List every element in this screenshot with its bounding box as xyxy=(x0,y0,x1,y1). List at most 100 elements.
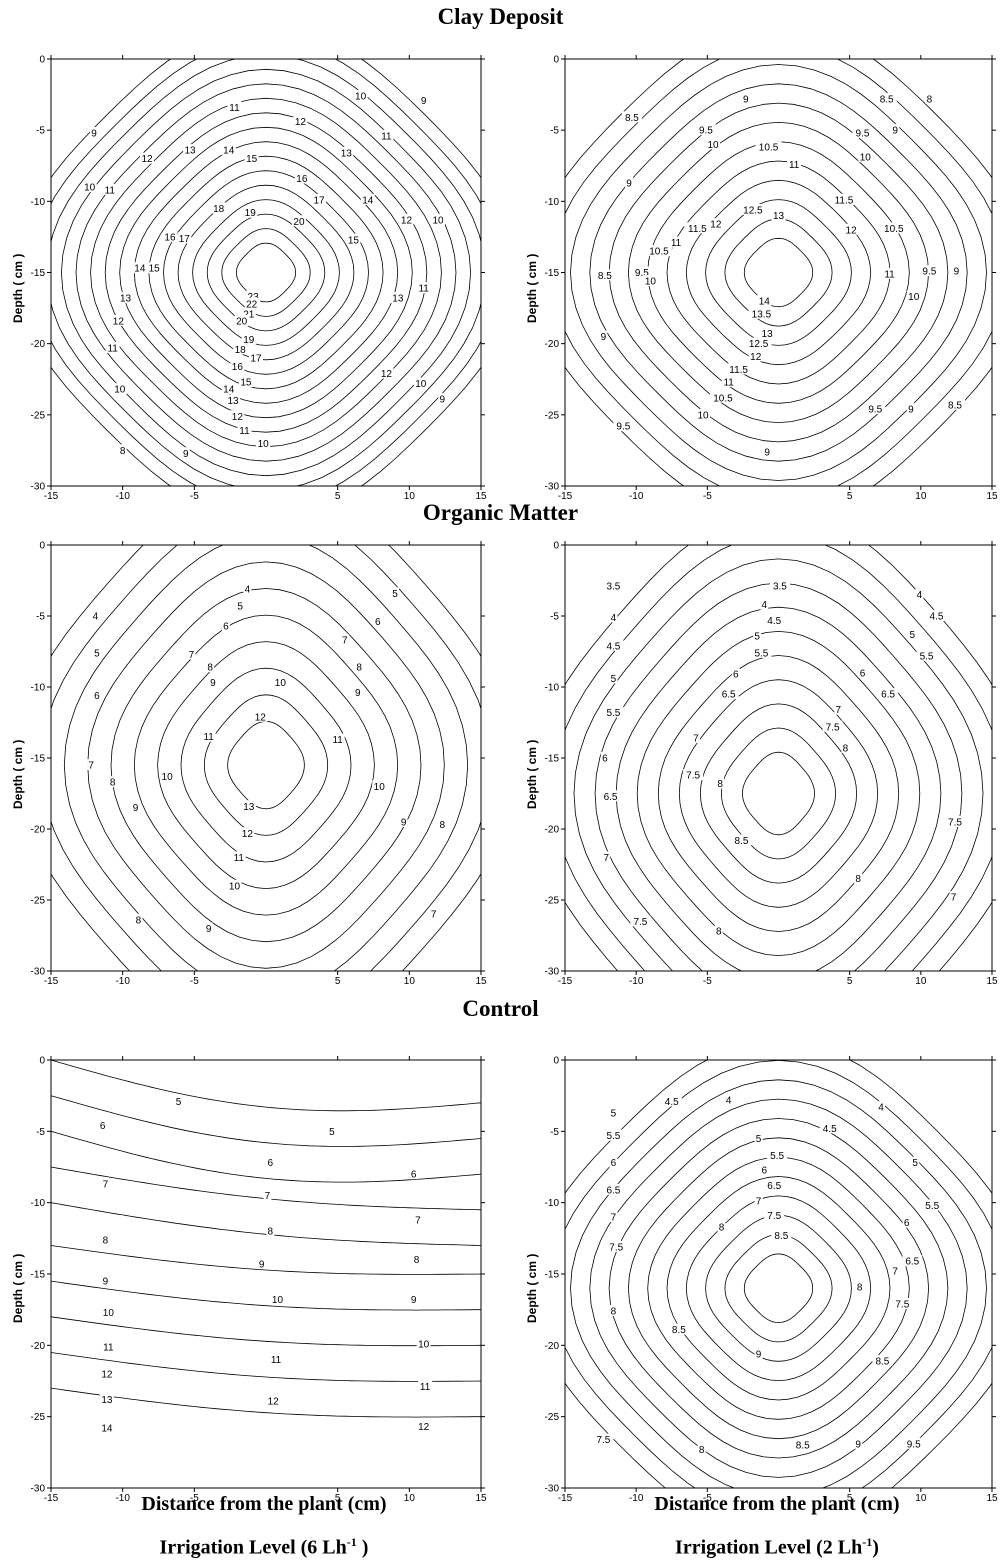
contour-label-bg xyxy=(91,610,100,621)
contour-label: 12 xyxy=(401,215,413,226)
contour-line xyxy=(87,561,445,969)
section-title-organic: Organic Matter xyxy=(422,500,579,525)
contour-label: 7.5 xyxy=(948,817,962,828)
contour-label: 11 xyxy=(671,238,682,249)
contour-label-bg xyxy=(373,615,382,627)
y-tick-label: -10 xyxy=(31,1198,46,1209)
contour-line xyxy=(678,679,879,908)
contour-label-bg xyxy=(221,144,236,156)
contour-label: 9 xyxy=(411,1295,417,1306)
panel-control-6: -15 -10 -5 5 10 15 0 -5 -10 -15 -20 -25 -30 5 5 6 6 6 7 7 7 8… xyxy=(31,1056,487,1505)
contour-label-bg xyxy=(230,410,245,422)
contour-label: 7 xyxy=(756,1197,762,1208)
contour-label: 8 xyxy=(857,1282,863,1293)
contour-line xyxy=(615,606,942,971)
contour-label-bg xyxy=(625,176,634,188)
contour-label-bg xyxy=(270,1293,285,1305)
y-tick-label: -15 xyxy=(31,754,46,765)
contour-label: 7 xyxy=(603,853,609,864)
contour-label-bg xyxy=(429,908,438,920)
contour-label: 13.5 xyxy=(752,309,772,320)
contour-label: 8 xyxy=(136,915,142,926)
contour-label: 9 xyxy=(743,94,749,105)
y-tick-label: -20 xyxy=(31,825,46,836)
x-tick-label: 10 xyxy=(915,1493,927,1504)
contour-label-bg xyxy=(668,1323,689,1335)
contour-line xyxy=(177,184,355,361)
contour-label-bg xyxy=(253,710,268,722)
contour-label-bg xyxy=(876,92,897,104)
contour-label-bg xyxy=(621,111,642,123)
contour-label: 9.5 xyxy=(699,126,713,137)
contour-line xyxy=(666,1176,891,1401)
contour-label: 4.5 xyxy=(930,612,944,623)
y-tick-label: -15 xyxy=(545,268,560,279)
contour-label: 7 xyxy=(342,636,348,647)
y-tick-label: 0 xyxy=(39,1056,45,1067)
contour-label-bg xyxy=(346,233,361,245)
contour-label-bg xyxy=(602,851,611,863)
contour-label-bg xyxy=(764,1209,785,1221)
contour-line xyxy=(51,1095,481,1147)
contour-label-bg xyxy=(112,383,127,395)
contour-label-bg xyxy=(902,1216,911,1228)
contour-label: 13 xyxy=(101,1395,113,1406)
contour-label-bg xyxy=(949,891,958,903)
contour-lines-organic-2 xyxy=(565,545,992,971)
contour-line xyxy=(51,1352,481,1382)
contour-label-bg xyxy=(101,1275,110,1287)
contour-label-bg xyxy=(882,267,897,279)
contour-label-bg xyxy=(327,1125,336,1137)
contour-label: 12 xyxy=(750,352,762,363)
x-tick-label: 10 xyxy=(915,976,927,987)
contour-label-bg xyxy=(858,666,867,678)
contour-label-bg xyxy=(241,333,256,345)
contour-label-bg xyxy=(416,1420,431,1432)
x-tick-label: 5 xyxy=(335,491,341,502)
contour-label-bg xyxy=(87,759,96,771)
contour-label-bg xyxy=(92,646,101,658)
x-tick-label: 5 xyxy=(335,1493,341,1504)
contour-label-bg xyxy=(263,1189,272,1201)
x-tick-label: 10 xyxy=(404,491,416,502)
y-tick-label: -5 xyxy=(36,612,45,623)
x-tick-label: 15 xyxy=(475,1493,487,1504)
contour-label: 13 xyxy=(773,211,785,222)
contour-line xyxy=(685,179,872,366)
contour-label: 9 xyxy=(626,178,632,189)
contour-line xyxy=(666,160,891,385)
contour-label: 8.5 xyxy=(672,1325,686,1336)
contour-label: 4.5 xyxy=(665,1097,679,1108)
contour-label: 9 xyxy=(855,1439,861,1450)
contour-label: 15 xyxy=(348,235,360,246)
contour-label-bg xyxy=(603,1183,624,1195)
x-tick-label: -10 xyxy=(629,1493,644,1504)
contour-label-bg xyxy=(140,152,155,164)
contour-line xyxy=(51,1245,481,1275)
contour-label: 5 xyxy=(176,1097,182,1108)
contour-label-bg xyxy=(237,424,252,436)
y-tick-label: -30 xyxy=(31,967,46,978)
contour-label: 8.5 xyxy=(796,1441,810,1452)
x-tick-label: 5 xyxy=(847,1493,853,1504)
contour-line xyxy=(51,1060,481,1112)
contour-label-bg xyxy=(683,769,704,781)
contour-label-bg xyxy=(379,129,394,141)
contour-label: 5 xyxy=(611,1108,617,1119)
contour-label: 4 xyxy=(761,600,767,611)
contour-label-bg xyxy=(725,363,752,375)
contour-label: 7.5 xyxy=(826,722,840,733)
contour-label: 5 xyxy=(756,1134,762,1145)
contour-label-bg xyxy=(409,1293,418,1305)
contour-label: 6 xyxy=(611,1158,617,1169)
contour-label-bg xyxy=(891,1265,900,1277)
contour-lines-organic-6 xyxy=(51,545,481,971)
contour-label-bg xyxy=(162,230,177,242)
xlabel-right: Distance from the plant (cm) xyxy=(654,1493,900,1515)
contour-label: 5 xyxy=(392,589,398,600)
contour-label: 8 xyxy=(927,94,933,105)
contour-label: 8 xyxy=(717,779,723,790)
contour-label-bg xyxy=(944,398,965,410)
x-tick-label: -15 xyxy=(558,491,573,502)
contour-label: 14 xyxy=(223,385,235,396)
